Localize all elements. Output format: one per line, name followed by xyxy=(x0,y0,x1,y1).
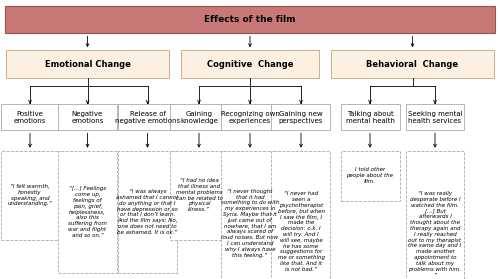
Text: Release of
negative emotions: Release of negative emotions xyxy=(115,110,180,124)
FancyBboxPatch shape xyxy=(220,151,280,279)
Text: Seeking mental
health services: Seeking mental health services xyxy=(408,110,463,124)
FancyBboxPatch shape xyxy=(0,151,60,240)
FancyBboxPatch shape xyxy=(0,104,60,131)
Text: “I was really
desperate before I
watched the film.
[…] But
afterwards I
thought : “I was really desperate before I watched… xyxy=(408,191,462,277)
Text: Negative
emotions: Negative emotions xyxy=(72,110,104,124)
Text: “I never had
seen a
psychotherapist
before, but when
I saw the film, I
made the
: “I never had seen a psychotherapist befo… xyxy=(278,191,324,272)
Text: “I felt warmth,
honestly
speaking, and
understanding.”: “I felt warmth, honestly speaking, and u… xyxy=(8,184,52,206)
Text: Behavioral  Change: Behavioral Change xyxy=(366,60,458,69)
FancyBboxPatch shape xyxy=(272,104,330,131)
FancyBboxPatch shape xyxy=(340,151,400,201)
Text: Gaining
knowledge: Gaining knowledge xyxy=(180,110,218,124)
FancyBboxPatch shape xyxy=(181,50,319,78)
FancyBboxPatch shape xyxy=(406,104,464,131)
FancyBboxPatch shape xyxy=(220,104,280,131)
FancyBboxPatch shape xyxy=(58,151,117,273)
Text: Recognizing own
experiences: Recognizing own experiences xyxy=(220,110,280,124)
Text: Emotional Change: Emotional Change xyxy=(44,60,130,69)
Text: Effects of the film: Effects of the film xyxy=(204,15,296,24)
FancyBboxPatch shape xyxy=(406,151,464,279)
Text: “I never thought
that it had
something to do with
my experiences in
Syria. Maybe: “I never thought that it had something t… xyxy=(221,189,279,258)
FancyBboxPatch shape xyxy=(272,151,330,279)
FancyBboxPatch shape xyxy=(170,104,228,131)
FancyBboxPatch shape xyxy=(118,151,177,273)
Text: Talking about
mental health: Talking about mental health xyxy=(346,110,395,124)
Text: Cognitive  Change: Cognitive Change xyxy=(207,60,293,69)
FancyBboxPatch shape xyxy=(170,151,228,240)
Text: “I had no idea
that illness and
mental problems
can be related to
physical
illne: “I had no idea that illness and mental p… xyxy=(176,178,222,212)
FancyBboxPatch shape xyxy=(6,50,169,78)
Text: Gaining new
perspectives: Gaining new perspectives xyxy=(279,110,323,124)
FancyBboxPatch shape xyxy=(5,6,495,33)
FancyBboxPatch shape xyxy=(118,104,177,131)
FancyBboxPatch shape xyxy=(340,104,400,131)
Text: I told other
people about the
film.: I told other people about the film. xyxy=(346,167,394,184)
Text: “I was always
ashamed that I cannot
do anything or that I
have depression or so
: “I was always ashamed that I cannot do a… xyxy=(116,189,178,235)
Text: “[…] Feelings
come up,
feelings of
pain, grief,
helplessness,
also this
sufferin: “[…] Feelings come up, feelings of pain,… xyxy=(68,186,107,238)
FancyBboxPatch shape xyxy=(331,50,494,78)
FancyBboxPatch shape xyxy=(58,104,117,131)
Text: Positive
emotions: Positive emotions xyxy=(14,110,46,124)
